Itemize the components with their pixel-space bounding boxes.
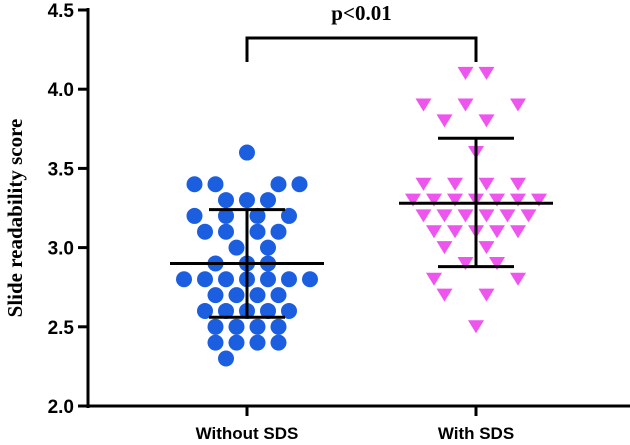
x-category-label: With SDS	[438, 424, 514, 443]
data-point-without-sds	[249, 223, 266, 240]
significance-annotation: p<0.01	[245, 1, 478, 62]
data-point-with-sds	[489, 256, 505, 270]
data-point-with-sds	[447, 225, 463, 239]
data-point-without-sds	[270, 223, 287, 240]
data-point-with-sds	[457, 256, 474, 270]
data-point-without-sds	[281, 207, 297, 224]
data-point-with-sds	[436, 241, 453, 255]
data-point-without-sds	[228, 334, 245, 351]
y-tick-label: 2.0	[48, 397, 74, 418]
data-point-with-sds	[510, 272, 526, 286]
data-point-without-sds	[218, 302, 234, 319]
y-tick-label: 2.5	[48, 318, 75, 339]
data-point-with-sds	[510, 193, 526, 207]
data-point-without-sds	[207, 334, 224, 351]
data-point-with-sds	[436, 114, 453, 128]
data-point-with-sds	[426, 193, 442, 207]
data-point-without-sds	[270, 318, 287, 335]
y-tick-label: 4.0	[48, 80, 74, 101]
significance-bracket	[245, 36, 478, 62]
y-axis: 2.0 2.5 3.0 3.5 4.0 4.5	[48, 1, 90, 418]
data-point-with-sds	[499, 209, 516, 223]
mean-sd-bars	[170, 136, 553, 319]
data-point-without-sds	[218, 192, 234, 209]
data-point-with-sds	[510, 177, 526, 191]
data-point-with-sds	[426, 272, 442, 286]
data-point-with-sds	[447, 193, 463, 207]
data-point-with-sds	[489, 193, 505, 207]
data-point-with-sds	[405, 193, 421, 207]
data-point-with-sds	[510, 225, 526, 239]
data-point-without-sds	[281, 302, 297, 319]
data-point-without-sds	[281, 271, 297, 288]
data-point-without-sds	[197, 271, 213, 288]
data-point-without-sds	[186, 207, 203, 224]
data-point-without-sds	[218, 223, 234, 240]
x-axis: Without SDS With SDS	[87, 404, 630, 443]
data-point-without-sds	[291, 176, 308, 193]
data-point-with-sds	[436, 209, 453, 223]
data-point-without-sds	[249, 318, 266, 335]
y-tick-label: 4.5	[48, 1, 75, 22]
y-axis-title: Slide readability score	[3, 119, 27, 318]
data-point-without-sds	[260, 192, 276, 209]
data-point-without-sds	[270, 176, 287, 193]
data-point-with-sds	[478, 288, 495, 302]
data-point-without-sds	[197, 302, 213, 319]
data-point-with-sds	[415, 98, 432, 112]
data-point-with-sds	[478, 209, 495, 223]
y-tick-label: 3.0	[48, 239, 74, 260]
data-point-without-sds	[186, 176, 203, 193]
data-point-without-sds	[260, 271, 276, 288]
data-point-without-sds	[302, 271, 318, 288]
data-point-without-sds	[228, 239, 245, 256]
data-point-without-sds	[239, 192, 255, 209]
data-point-with-sds	[415, 209, 432, 223]
data-point-with-sds	[415, 177, 432, 191]
data-points	[176, 66, 547, 367]
data-point-with-sds	[510, 98, 526, 112]
data-point-without-sds	[249, 207, 266, 224]
data-point-with-sds	[457, 209, 474, 223]
data-point-with-sds	[457, 98, 474, 112]
data-point-with-sds	[468, 320, 484, 334]
data-point-with-sds	[447, 177, 463, 191]
data-point-without-sds	[270, 287, 287, 304]
data-point-with-sds	[457, 66, 474, 80]
data-point-without-sds	[207, 176, 224, 193]
data-point-without-sds	[270, 334, 287, 351]
data-point-with-sds	[478, 177, 495, 191]
data-point-without-sds	[260, 302, 276, 319]
data-point-without-sds	[207, 318, 224, 335]
data-point-with-sds	[520, 209, 537, 223]
data-point-with-sds	[489, 225, 505, 239]
data-point-with-sds	[478, 66, 495, 80]
data-point-without-sds	[218, 207, 234, 224]
data-point-with-sds	[531, 193, 547, 207]
data-point-without-sds	[207, 287, 224, 304]
data-point-without-sds	[228, 287, 245, 304]
data-point-without-sds	[228, 318, 245, 335]
data-point-without-sds	[260, 239, 276, 256]
x-category-label: Without SDS	[196, 424, 299, 443]
data-point-without-sds	[249, 287, 266, 304]
y-tick-label: 3.5	[48, 159, 75, 180]
p-value-label: p<0.01	[331, 1, 391, 25]
data-point-without-sds	[197, 223, 213, 240]
data-point-without-sds	[239, 144, 255, 161]
data-point-with-sds	[478, 114, 495, 128]
data-point-with-sds	[436, 288, 453, 302]
data-point-with-sds	[478, 241, 495, 255]
data-point-without-sds	[176, 271, 192, 288]
data-point-without-sds	[218, 350, 234, 367]
data-point-without-sds	[218, 271, 234, 288]
data-point-with-sds	[426, 225, 442, 239]
data-point-without-sds	[249, 334, 266, 351]
